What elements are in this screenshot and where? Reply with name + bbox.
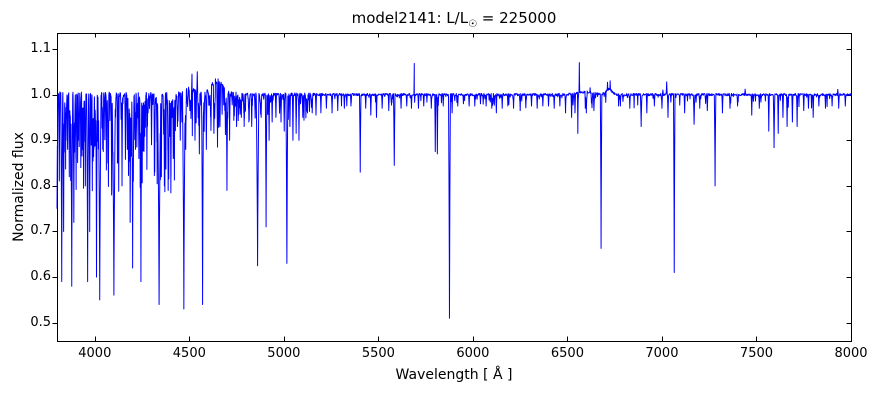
x-tick-label: 8000 (834, 346, 868, 361)
y-tick-label: 0.5 (30, 314, 51, 330)
x-tick-label: 7000 (645, 346, 679, 361)
x-tick-label: 5000 (267, 346, 301, 361)
y-tick-label: 0.7 (30, 223, 51, 239)
x-tick-label: 7500 (739, 346, 774, 361)
x-tick-label: 6500 (550, 346, 584, 361)
x-tick-label: 4000 (78, 346, 112, 361)
x-tick-label: 5500 (361, 346, 395, 361)
spectrum-line (56, 62, 852, 319)
sun-symbol: ☉ (468, 19, 478, 30)
plot-frame (57, 33, 852, 342)
y-tick-label: 0.9 (30, 132, 51, 148)
axis-tick-marks (52, 33, 852, 341)
y-tick-label: 0.8 (30, 177, 51, 193)
x-tick-label: 4500 (172, 346, 206, 361)
y-tick-label: 1.1 (30, 40, 51, 56)
x-axis-label: Wavelength [ Å ] (395, 367, 513, 383)
title-text: model2141: L/L (351, 9, 469, 27)
x-tick-label: 6000 (456, 346, 490, 361)
y-tick-label: 0.6 (30, 269, 51, 285)
chart-title: model2141: L/L☉ = 225000 (57, 9, 851, 30)
y-tick-label: 1.0 (30, 86, 51, 102)
title-luminosity-value: = 225000 (477, 9, 557, 27)
